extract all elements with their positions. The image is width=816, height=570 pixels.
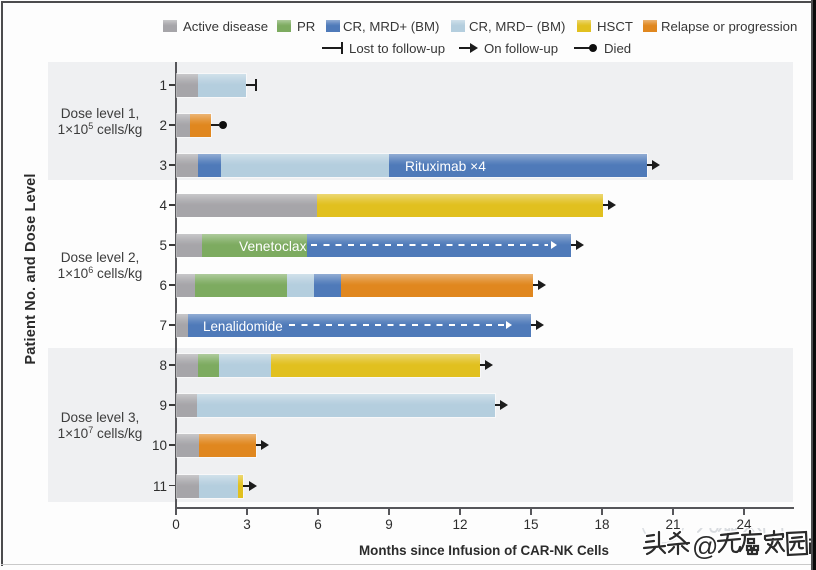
svg-text:i: i [808,536,814,559]
svg-text:i: i [808,536,814,559]
svg-text:@: @ [692,531,718,560]
svg-text:@: @ [692,531,718,560]
